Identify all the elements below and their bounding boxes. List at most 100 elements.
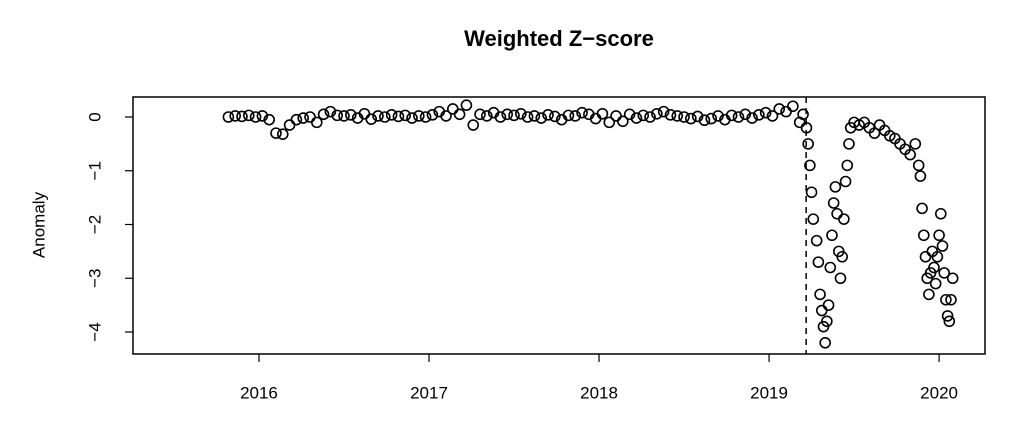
point xyxy=(623,108,636,121)
point xyxy=(406,112,418,124)
point xyxy=(270,127,282,139)
point xyxy=(945,293,957,306)
point xyxy=(691,110,704,123)
point xyxy=(839,175,852,188)
point xyxy=(938,267,950,279)
point xyxy=(283,119,296,131)
point xyxy=(630,112,643,124)
point xyxy=(515,107,527,120)
point xyxy=(904,148,916,161)
point xyxy=(819,336,831,349)
point xyxy=(685,112,697,125)
point xyxy=(569,110,582,122)
point xyxy=(290,113,303,126)
point xyxy=(824,261,837,274)
point xyxy=(657,105,670,118)
point xyxy=(671,110,684,122)
point xyxy=(712,110,724,122)
point xyxy=(946,272,959,285)
point xyxy=(940,293,952,306)
point xyxy=(787,100,799,113)
point xyxy=(528,110,541,122)
point xyxy=(385,109,398,121)
point xyxy=(929,277,942,290)
point xyxy=(827,197,840,209)
point xyxy=(919,250,932,263)
point xyxy=(249,111,262,123)
y-tick-label: −3 xyxy=(85,269,104,288)
point xyxy=(807,213,820,225)
point xyxy=(821,315,833,328)
point xyxy=(610,110,622,122)
point xyxy=(222,111,235,123)
point xyxy=(838,213,850,225)
point xyxy=(603,116,616,129)
point xyxy=(644,111,656,123)
point xyxy=(617,115,629,128)
point xyxy=(494,111,507,123)
point xyxy=(549,110,561,123)
y-axis-label: Anomaly xyxy=(29,191,48,258)
point xyxy=(928,261,940,274)
point xyxy=(923,288,935,301)
x-tick-label: 2020 xyxy=(920,383,958,402)
point xyxy=(822,299,835,311)
point xyxy=(812,256,825,268)
point xyxy=(829,181,842,193)
point xyxy=(576,106,588,119)
point xyxy=(759,106,772,119)
point xyxy=(263,113,275,126)
point xyxy=(419,111,432,123)
point xyxy=(304,111,316,123)
point xyxy=(936,240,949,252)
point xyxy=(331,109,344,122)
point xyxy=(372,110,384,122)
point xyxy=(637,109,650,122)
point xyxy=(725,109,738,122)
point xyxy=(310,116,323,129)
point xyxy=(596,107,609,120)
point xyxy=(678,111,690,123)
point xyxy=(508,109,520,122)
point xyxy=(732,111,745,123)
point xyxy=(413,110,425,122)
point xyxy=(297,112,309,124)
point xyxy=(814,288,826,301)
point xyxy=(739,108,752,121)
point xyxy=(843,138,855,150)
point xyxy=(474,108,486,121)
point xyxy=(800,121,813,134)
point xyxy=(324,105,337,118)
point xyxy=(868,127,881,139)
point xyxy=(481,110,493,122)
point xyxy=(535,112,548,124)
y-tick-label: −2 xyxy=(85,215,104,234)
point xyxy=(931,250,944,263)
point xyxy=(810,234,823,247)
point xyxy=(802,138,814,150)
point xyxy=(501,108,514,121)
point xyxy=(229,110,241,122)
point xyxy=(467,119,480,131)
point xyxy=(338,110,350,122)
point xyxy=(317,108,330,121)
point xyxy=(753,109,765,121)
point xyxy=(797,108,809,121)
point xyxy=(242,109,255,122)
point xyxy=(826,229,838,242)
y-tick-label: −4 xyxy=(85,322,104,341)
point xyxy=(256,110,269,122)
x-tick-label: 2019 xyxy=(750,383,788,402)
point xyxy=(521,111,534,123)
point xyxy=(365,113,378,125)
point xyxy=(698,114,711,127)
point xyxy=(836,250,848,263)
point xyxy=(773,103,786,115)
point xyxy=(236,110,248,123)
point xyxy=(664,109,677,121)
point xyxy=(705,112,718,125)
point xyxy=(831,207,843,220)
point xyxy=(426,109,439,121)
point xyxy=(276,128,289,140)
